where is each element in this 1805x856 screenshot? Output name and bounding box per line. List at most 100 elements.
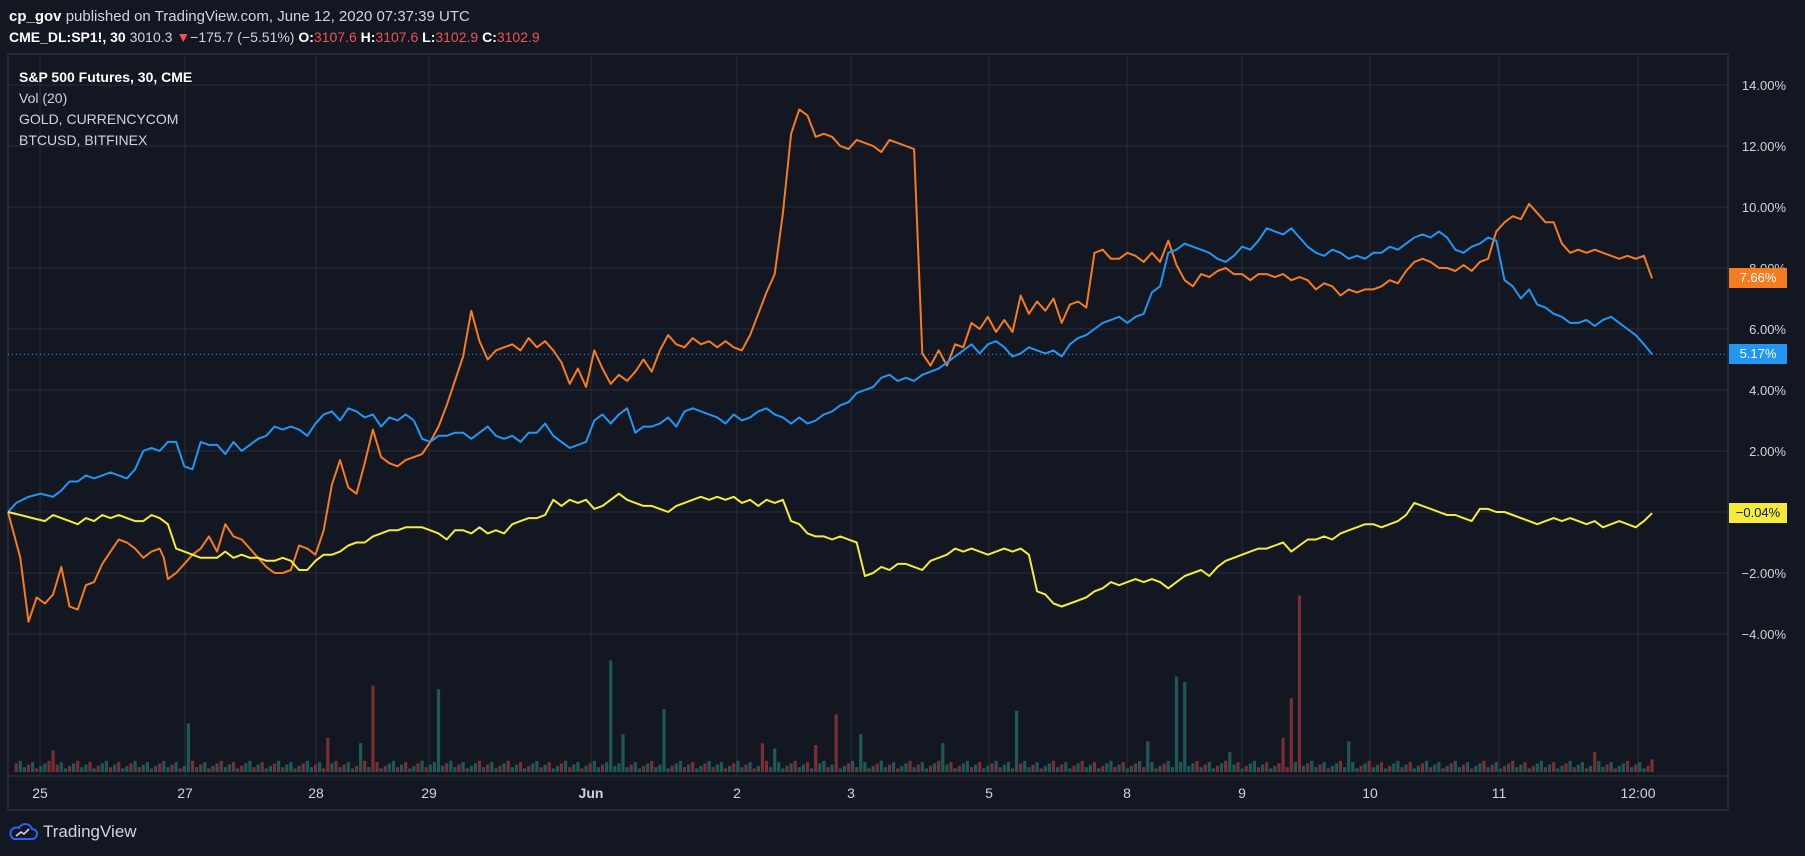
volume-bar	[1363, 763, 1367, 772]
volume-bar	[1236, 762, 1240, 772]
volume-bar	[1002, 764, 1006, 772]
volume-bar	[1347, 741, 1351, 772]
volume-bar	[281, 767, 285, 772]
volume-bar	[1445, 765, 1449, 772]
volume-bar	[518, 762, 523, 772]
volume-bar	[1355, 768, 1359, 772]
volume-bar	[682, 767, 687, 772]
volume-bar	[887, 764, 892, 772]
y-tick-label: 12.00%	[1742, 139, 1787, 154]
volume-bar	[1252, 760, 1256, 772]
btc-last-badge: 7.66%	[1729, 268, 1787, 289]
volume-bar	[1265, 762, 1269, 772]
volume-bar	[1556, 768, 1560, 772]
x-tick-label: 28	[308, 785, 324, 801]
volume-bar	[1297, 595, 1302, 772]
volume-bar	[289, 762, 293, 772]
y-tick-label: 10.00%	[1742, 200, 1787, 215]
volume-bar	[178, 768, 182, 772]
volume-bar	[1359, 765, 1363, 772]
volume-bar	[203, 762, 207, 772]
published-text: published on TradingView.com, June 12, 2…	[65, 8, 470, 25]
volume-bar	[818, 763, 822, 772]
legend-sp500[interactable]: S&P 500 Futures, 30, CME	[19, 69, 193, 85]
volume-bar	[285, 764, 289, 772]
volume-bar	[1584, 768, 1589, 772]
volume-bar	[182, 765, 186, 772]
volume-bar	[268, 765, 272, 772]
volume-bar	[695, 768, 699, 772]
publish-info: cp_gov published on TradingView.com, Jun…	[9, 8, 470, 25]
x-tick-label: 25	[32, 785, 48, 801]
volume-bar	[621, 734, 625, 772]
volume-bar	[691, 762, 695, 772]
volume-bar	[1351, 762, 1355, 772]
volume-bar	[1068, 768, 1072, 772]
volume-bar	[1646, 765, 1650, 772]
volume-bar	[531, 763, 535, 772]
volume-bar	[822, 760, 826, 772]
volume-bar	[1138, 760, 1142, 772]
legend-volume[interactable]: Vol (20)	[19, 90, 68, 106]
volume-bar	[1109, 760, 1113, 772]
volume-bar	[1334, 763, 1338, 772]
volume-bar	[1535, 763, 1539, 772]
volume-bar	[961, 763, 965, 772]
volume-bar	[240, 765, 244, 772]
volume-bar	[871, 765, 875, 772]
volume-bar	[498, 765, 502, 772]
volume-bar	[1105, 763, 1109, 772]
volume-bar	[908, 760, 912, 772]
volume-bar	[1010, 768, 1015, 772]
volume-bar	[658, 764, 662, 772]
volume-bar	[477, 760, 482, 772]
volume-bar	[1240, 768, 1244, 772]
volume-bar	[313, 764, 318, 772]
x-tick-label: 27	[177, 785, 193, 801]
volume-bar	[318, 762, 322, 772]
volume-bar	[72, 763, 76, 772]
volume-bar	[334, 760, 338, 772]
volume-bar	[879, 760, 883, 772]
volume-bar	[1314, 767, 1318, 772]
volume-bars	[14, 595, 1654, 772]
volume-bar	[1453, 760, 1457, 772]
volume-bar	[928, 765, 933, 772]
volume-bar	[1261, 764, 1265, 772]
publisher-name[interactable]: cp_gov	[9, 8, 62, 25]
volume-bar	[256, 764, 260, 772]
legend-btc[interactable]: BTCUSD, BITFINEX	[19, 132, 148, 148]
volume-bar	[1625, 760, 1630, 772]
volume-bar	[367, 767, 371, 772]
volume-bar	[190, 760, 195, 772]
volume-bar	[244, 763, 248, 772]
x-tick-label: Jun	[579, 785, 604, 801]
volume-bar	[912, 767, 916, 772]
volume-bar	[1470, 768, 1474, 772]
volume-bar	[764, 760, 769, 772]
volume-bar	[322, 768, 326, 772]
high-label: H:	[360, 29, 376, 45]
close-value: 3102.9	[496, 29, 540, 45]
volume-bar	[555, 765, 559, 772]
x-tick-label: 3	[847, 785, 855, 801]
volume-bar	[55, 764, 59, 772]
volume-bar	[375, 762, 379, 772]
symbol-name[interactable]: CME_DL:SP1!, 30	[9, 29, 126, 45]
tradingview-logo[interactable]: TradingView	[8, 822, 137, 842]
volume-bar	[35, 768, 39, 772]
volume-bar	[76, 760, 80, 772]
y-tick-label: 6.00%	[1749, 322, 1786, 337]
volume-bar	[1183, 682, 1187, 772]
series-line	[7, 227, 1653, 513]
volume-bar	[371, 685, 375, 772]
legend-gold[interactable]: GOLD, CURRENCYCOM	[19, 111, 179, 127]
volume-bar	[43, 763, 47, 772]
volume-bar	[810, 768, 814, 772]
volume-bar	[551, 768, 555, 772]
volume-bar	[149, 768, 154, 772]
volume-bar	[1187, 765, 1191, 772]
volume-bar	[1060, 764, 1064, 772]
volume-bar	[305, 760, 309, 772]
